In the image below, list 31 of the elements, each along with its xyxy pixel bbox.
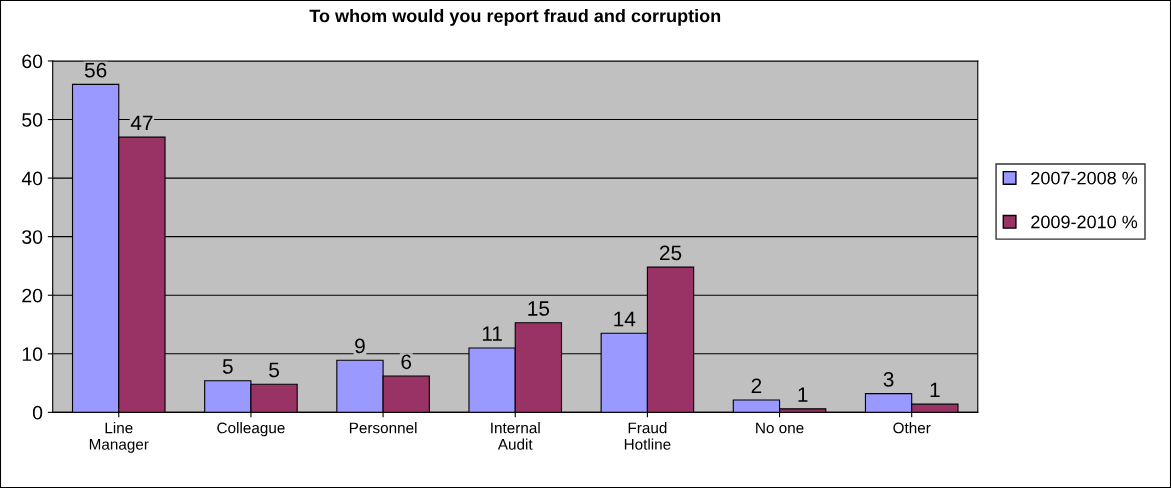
data-label: 15 [528,301,550,316]
y-tick-label: 10 [22,347,43,362]
data-label: 56 [84,62,107,78]
x-tick-label: Fraud Hotline [624,422,671,450]
data-label: 47 [130,115,153,131]
legend-label: 2009-2010 % [1031,215,1138,229]
y-tick-label: 0 [32,405,43,420]
y-tick-label: 30 [22,230,43,244]
y-tick-label: 40 [21,171,43,186]
y-tick-label: 50 [22,113,43,127]
data-label: 6 [401,354,412,370]
data-label: 14 [614,311,636,327]
x-tick-label: Personnel [349,422,417,434]
x-tick-label: Colleague [217,422,285,437]
x-tick-label: Line Manager [89,422,149,453]
x-tick-label: Other [893,422,931,434]
data-label: 25 [659,245,682,261]
data-label: 9 [355,338,365,354]
y-tick-label: 20 [22,288,43,303]
data-label: 11 [482,326,502,341]
y-tick-label: 60 [22,54,43,69]
data-label: 2 [751,378,762,393]
data-label: 3 [883,371,894,387]
x-tick-label: No one [756,422,804,434]
chart-title: To whom would you report fraud and corruption [309,9,721,26]
x-tick-label: Internal Audit [491,422,540,450]
data-label: 5 [269,362,279,378]
data-label: 1 [798,387,808,402]
data-label: 1 [930,382,940,398]
legend-label: 2007-2008 % [1031,171,1138,185]
data-label: 5 [222,359,233,374]
